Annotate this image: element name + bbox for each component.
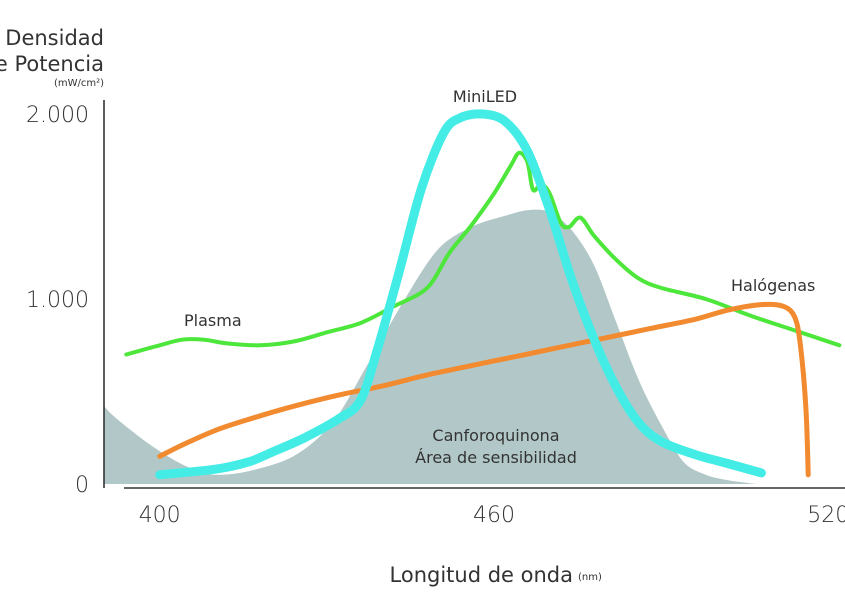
- series-layer: [124, 109, 842, 480]
- x-tick-label: 460: [473, 503, 515, 528]
- x-tick-label: 520: [807, 503, 845, 528]
- miniled-line: [155, 109, 766, 480]
- area-label-line-1: Canforoquinona: [432, 426, 559, 445]
- x-axis-title: Longitud de onda: [390, 563, 573, 587]
- miniled-label: MiniLED: [453, 87, 517, 106]
- y-axis-title-line-1: Densidad: [5, 26, 104, 50]
- y-tick-label: 1.000: [26, 288, 89, 313]
- plasma-line: [124, 150, 842, 357]
- ticks-layer: 400 460 520 0 1.000 2.000: [26, 103, 845, 528]
- y-tick-label: 0: [75, 473, 89, 498]
- x-tick-label: 400: [139, 503, 181, 528]
- sensitivity-area-layer: [104, 209, 756, 485]
- y-axis-title-line-2: de Potencia: [0, 52, 104, 76]
- axes-layer: [103, 100, 845, 489]
- area-label-line-2: Área de sensibilidad: [415, 448, 577, 467]
- y-axis-unit: (mW/cm²): [54, 78, 104, 89]
- plasma-label: Plasma: [184, 311, 242, 330]
- sensitivity-area: [104, 209, 756, 485]
- x-axis-unit: (nm): [578, 572, 602, 583]
- y-tick-label: 2.000: [26, 103, 89, 128]
- halogenas-label: Halógenas: [731, 276, 815, 295]
- halogenas-line: [157, 301, 811, 478]
